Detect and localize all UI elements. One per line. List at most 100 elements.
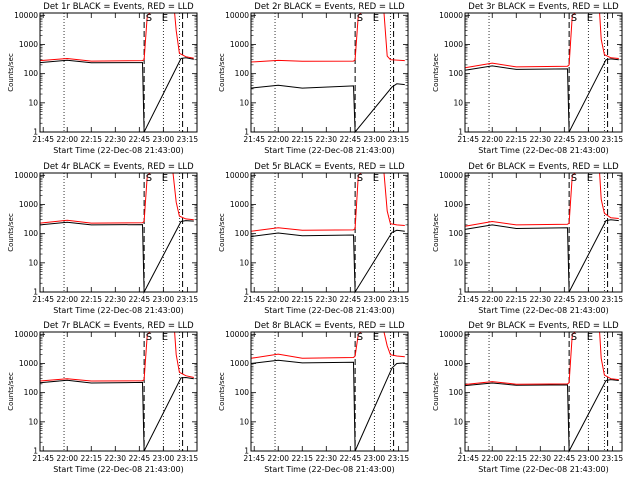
- x-tick-label: 23:00: [578, 295, 600, 304]
- y-tick-label: 10000: [14, 11, 38, 20]
- event-marker-s: S: [146, 13, 152, 24]
- x-tick-label: 22:30: [104, 135, 126, 144]
- event-marker-s: S: [357, 173, 363, 184]
- x-tick-label: 23:00: [153, 295, 175, 304]
- x-tick-label: 22:15: [80, 135, 102, 144]
- y-tick-label: 1: [458, 288, 463, 297]
- event-marker-e: E: [587, 13, 593, 24]
- y-axis-label: Counts/sec: [432, 372, 440, 411]
- y-tick-label: 10000: [14, 171, 38, 180]
- y-axis-label: Counts/sec: [218, 372, 226, 411]
- y-tick-label: 1000: [444, 40, 463, 49]
- x-tick-label: 22:15: [80, 454, 102, 463]
- chart-title: Det 1r BLACK = Events, RED = LLD: [43, 2, 194, 12]
- x-tick-label: 23:00: [364, 295, 386, 304]
- panel-det-1: Det 1r BLACK = Events, RED = LLD Counts/s…: [7, 2, 198, 155]
- panel-det-7: Det 7r BLACK = Events, RED = LLD Counts/s…: [7, 321, 198, 474]
- y-tick-label: 1000: [230, 200, 249, 209]
- y-tick-label: 10: [453, 98, 463, 107]
- chart-title: Det 4r BLACK = Events, RED = LLD: [43, 162, 194, 172]
- x-tick-label: 22:30: [104, 295, 126, 304]
- plot-frame: [250, 172, 409, 293]
- x-tick-label: 22:45: [340, 135, 362, 144]
- lld-series-line: [464, 12, 619, 69]
- x-tick-label: 22:45: [340, 454, 362, 463]
- x-tick-label: 22:00: [56, 135, 78, 144]
- x-tick-label: 22:15: [80, 295, 102, 304]
- y-tick-label: 10000: [225, 171, 249, 180]
- event-marker-e: E: [162, 13, 168, 24]
- event-marker-s: S: [571, 13, 577, 24]
- event-marker-e: E: [162, 173, 168, 184]
- events-series-line: [464, 58, 619, 133]
- x-tick-label: 23:15: [602, 295, 624, 304]
- event-marker-e: E: [373, 13, 379, 24]
- chart-title: Det 3r BLACK = Events, RED = LLD: [468, 2, 619, 12]
- y-tick-label: 10: [28, 417, 38, 426]
- x-tick-label: 21:45: [32, 295, 54, 304]
- y-tick-label: 1000: [230, 359, 249, 368]
- y-tick-label: 1000: [19, 200, 38, 209]
- events-series-line: [250, 83, 405, 134]
- events-series-line: [39, 220, 194, 294]
- lld-series-line: [39, 12, 194, 62]
- lld-series-line: [250, 331, 405, 359]
- plot-frame: [39, 172, 198, 293]
- event-marker-e: E: [162, 332, 168, 343]
- y-axis-label: Counts/sec: [218, 53, 226, 92]
- y-tick-label: 10000: [439, 11, 463, 20]
- x-tick-label: 22:45: [340, 295, 362, 304]
- y-axis-label: Counts/sec: [7, 372, 15, 411]
- y-tick-label: 1000: [444, 200, 463, 209]
- panel-det-6: Det 6r BLACK = Events, RED = LLD Counts/s…: [432, 162, 623, 315]
- y-tick-label: 10: [239, 98, 249, 107]
- x-tick-label: 23:15: [602, 454, 624, 463]
- x-tick-label: 23:00: [578, 454, 600, 463]
- x-axis-label: Start Time (22-Dec-08 21:43:00): [478, 146, 609, 155]
- x-tick-label: 22:00: [56, 454, 78, 463]
- event-marker-e: E: [373, 332, 379, 343]
- x-axis-label: Start Time (22-Dec-08 21:43:00): [53, 465, 184, 474]
- y-tick-label: 1000: [19, 40, 38, 49]
- y-axis-label: Counts/sec: [432, 213, 440, 252]
- event-marker-s: S: [571, 173, 577, 184]
- chart-title: Det 2r BLACK = Events, RED = LLD: [254, 2, 405, 12]
- y-tick-label: 1000: [444, 359, 463, 368]
- chart-title: Det 8r BLACK = Events, RED = LLD: [254, 321, 405, 331]
- x-tick-label: 22:15: [291, 454, 313, 463]
- x-tick-label: 22:00: [481, 295, 503, 304]
- x-axis-label: Start Time (22-Dec-08 21:43:00): [264, 465, 395, 474]
- lld-series-line: [39, 172, 194, 224]
- x-tick-label: 22:45: [554, 454, 576, 463]
- x-tick-label: 22:30: [529, 454, 551, 463]
- y-tick-label: 1: [33, 447, 38, 456]
- event-marker-s: S: [357, 13, 363, 24]
- events-series-line: [39, 376, 194, 452]
- y-tick-label: 1: [458, 128, 463, 137]
- event-marker-e: E: [587, 332, 593, 343]
- x-tick-label: 22:00: [481, 454, 503, 463]
- x-tick-label: 22:45: [554, 135, 576, 144]
- x-tick-label: 22:45: [129, 135, 151, 144]
- y-tick-label: 10: [28, 258, 38, 267]
- x-tick-label: 23:15: [388, 454, 410, 463]
- x-tick-label: 22:45: [129, 295, 151, 304]
- x-tick-label: 22:00: [481, 135, 503, 144]
- event-marker-e: E: [587, 173, 593, 184]
- y-tick-label: 1: [244, 128, 249, 137]
- x-tick-label: 23:15: [388, 135, 410, 144]
- y-tick-label: 100: [235, 388, 250, 397]
- y-tick-label: 100: [24, 388, 39, 397]
- y-tick-label: 10000: [439, 330, 463, 339]
- panel-det-2: Det 2r BLACK = Events, RED = LLD Counts/s…: [218, 2, 409, 155]
- x-tick-label: 22:30: [315, 295, 337, 304]
- x-tick-label: 22:00: [267, 295, 289, 304]
- y-tick-label: 10000: [225, 330, 249, 339]
- lld-series-line: [250, 12, 405, 63]
- lld-series-line: [250, 172, 405, 232]
- panel-det-3: Det 3r BLACK = Events, RED = LLD Counts/s…: [432, 2, 623, 155]
- plot-frame: [250, 331, 409, 452]
- event-marker-s: S: [146, 173, 152, 184]
- x-tick-label: 21:45: [457, 295, 479, 304]
- events-series-line: [39, 57, 194, 133]
